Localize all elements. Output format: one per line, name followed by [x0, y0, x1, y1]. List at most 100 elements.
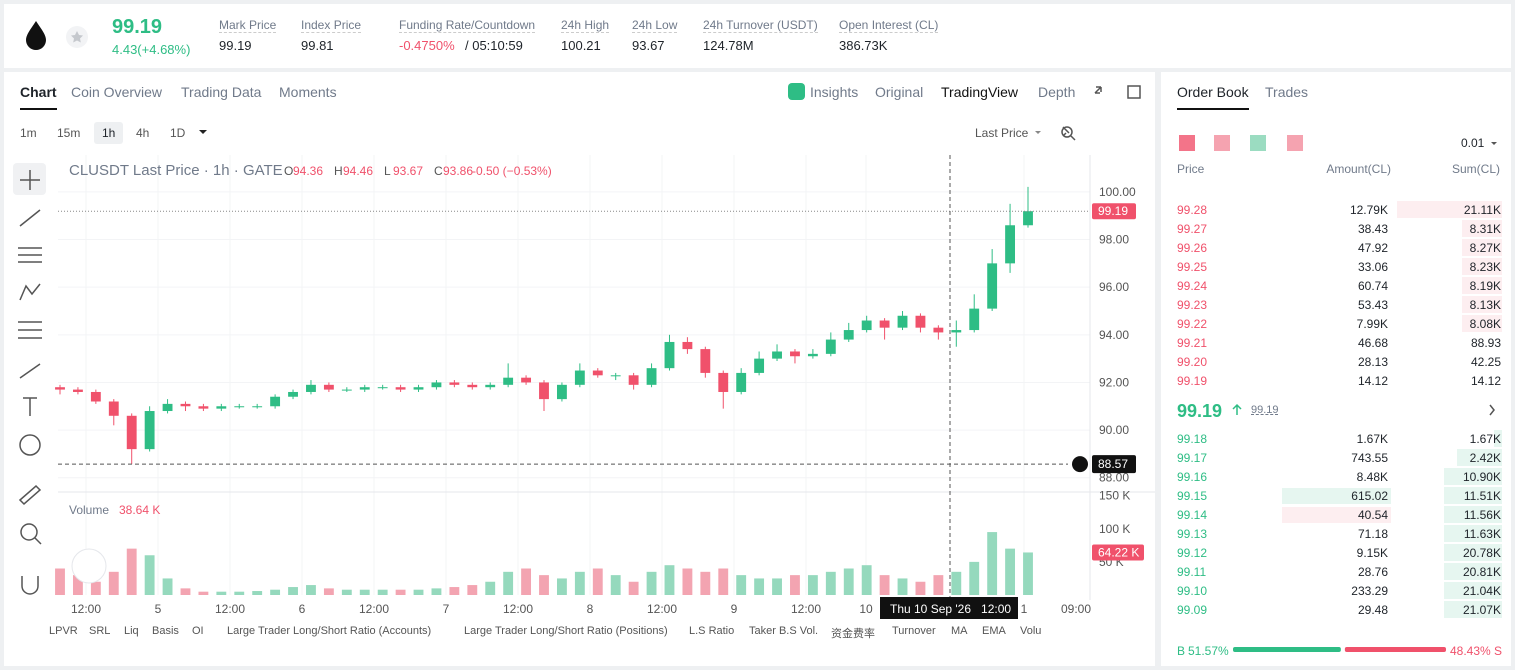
volume-bar: [395, 589, 406, 595]
depth-bar: [1462, 220, 1502, 237]
x-tick-label: 10: [859, 602, 873, 616]
ob-sum: 1.67K: [1469, 432, 1501, 446]
ob-sum: 14.12: [1470, 374, 1501, 388]
candle-body: [144, 411, 155, 450]
volume-bar: [377, 589, 388, 595]
volume-bar: [306, 585, 316, 595]
ob-amount: 47.92: [1357, 241, 1388, 255]
depth-bar: [1444, 601, 1502, 618]
depth-bar: [1444, 487, 1502, 504]
legend-title: CLUSDT Last Price · 1h · GATE: [69, 162, 283, 179]
interval[interactable]: 15m: [57, 126, 81, 140]
candle-body: [700, 349, 711, 373]
y-tick-label: 100.00: [1099, 185, 1136, 199]
ob-amount: 12.79K: [1349, 203, 1388, 217]
precision[interactable]: 0.01: [1461, 136, 1485, 150]
interval[interactable]: 4h: [136, 126, 150, 140]
candle-body: [933, 327, 944, 333]
chart-tab[interactable]: Trading Data: [181, 84, 262, 100]
view-tab[interactable]: Depth: [1038, 84, 1076, 100]
volume-bar: [592, 568, 603, 595]
stat-value: 99.19: [219, 38, 252, 53]
view-tab[interactable]: Original: [875, 84, 924, 100]
indicator-tab[interactable]: 资金费率: [831, 628, 875, 640]
view-tab[interactable]: TradingView: [941, 84, 1019, 100]
chart-tab[interactable]: Coin Overview: [71, 84, 163, 100]
col-header: Amount(CL): [1326, 162, 1391, 176]
chart-tab[interactable]: Moments: [279, 84, 337, 100]
indicator-tab[interactable]: MA: [951, 625, 968, 637]
stat-label: Index Price: [301, 18, 362, 33]
ob-sum: 21.07K: [1462, 603, 1501, 617]
search-icon[interactable]: [1061, 126, 1073, 138]
ob-tab[interactable]: Order Book: [1177, 84, 1249, 110]
indicator-tab[interactable]: EMA: [982, 625, 1006, 637]
candle-body: [574, 370, 585, 385]
candle-body: [449, 382, 460, 385]
candle-body: [1023, 211, 1033, 226]
depth-bar: [1444, 563, 1502, 580]
candle-body: [413, 387, 424, 390]
indicator-tab[interactable]: OI: [192, 625, 204, 637]
view-alt[interactable]: [1287, 135, 1303, 151]
candle-body: [72, 389, 83, 392]
volume-bar: [198, 591, 209, 595]
interval[interactable]: 1D: [170, 126, 186, 140]
amount-highlight: [1282, 507, 1391, 523]
volume-bar: [144, 555, 155, 595]
volume-bar: [933, 575, 944, 595]
candle-body: [126, 415, 137, 450]
chart-tab[interactable]: Chart: [20, 84, 57, 110]
interval[interactable]: 1h: [94, 122, 124, 144]
candle-body: [234, 406, 245, 408]
candle-body: [377, 387, 388, 389]
indicator-tab[interactable]: SRL: [89, 625, 111, 637]
stat-label: Mark Price: [219, 18, 277, 33]
view-asks[interactable]: [1214, 135, 1230, 151]
view-bids[interactable]: [1250, 135, 1266, 151]
candle-body: [270, 396, 281, 407]
indicator-tab[interactable]: Taker B.S Vol.: [749, 625, 819, 637]
interval[interactable]: 1m: [20, 126, 37, 140]
view-both[interactable]: [1179, 135, 1195, 151]
ob-price: 99.18: [1177, 432, 1208, 446]
candle-body: [969, 308, 980, 331]
toolbar-icons: [13, 85, 1141, 595]
volume-bar: [790, 575, 800, 595]
indicator-tab[interactable]: Volu: [1020, 625, 1042, 637]
ob-sum: 2.42K: [1469, 451, 1501, 465]
candle-body: [843, 330, 854, 340]
indicator-tab[interactable]: Liq: [124, 625, 139, 637]
candle-body: [915, 315, 926, 328]
ob-price: 99.22: [1177, 317, 1208, 331]
volume-tick-label: 150 K: [1099, 489, 1130, 503]
candle-body: [807, 353, 818, 357]
sell-letter: S: [1494, 644, 1503, 658]
ob-tab[interactable]: Trades: [1265, 84, 1309, 100]
tv-logo: [71, 548, 107, 584]
x-tick-label: 8: [587, 602, 594, 616]
buy-letter: B: [1177, 644, 1186, 658]
x-tick-label: 9: [731, 602, 738, 616]
indicator-tab[interactable]: Basis: [152, 625, 179, 637]
last-price-label: 99.19: [1098, 204, 1128, 218]
ob-sum: 20.78K: [1462, 546, 1501, 560]
price-change: 4.43(+4.68%): [112, 42, 191, 57]
indicator-tab[interactable]: Large Trader Long/Short Ratio (Positions…: [464, 625, 668, 637]
volume-bar: [987, 532, 998, 595]
candle-body: [1005, 225, 1016, 264]
ob-amount: 8.48K: [1356, 470, 1388, 484]
indicator-tab[interactable]: Turnover: [892, 625, 936, 637]
indicator-tab[interactable]: LPVR: [49, 625, 78, 637]
indicator-tab[interactable]: Large Trader Long/Short Ratio (Accounts): [227, 625, 432, 637]
price-source[interactable]: Last Price: [975, 126, 1029, 140]
volume-bar: [700, 571, 711, 595]
volume-bar: [843, 568, 854, 595]
candle-body: [90, 391, 101, 402]
x-tick-label: 5: [155, 602, 162, 616]
indicator-tab[interactable]: L.S Ratio: [689, 625, 735, 637]
view-tab[interactable]: Insights: [810, 84, 859, 100]
depth-bar: [1444, 525, 1502, 542]
volume-bar: [861, 565, 872, 595]
